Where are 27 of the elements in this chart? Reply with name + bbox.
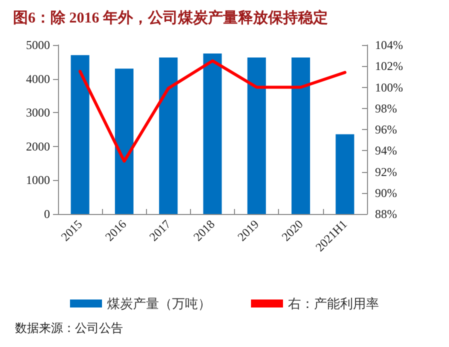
legend-label: 煤炭产量（万吨） <box>107 296 211 311</box>
bar <box>292 58 310 214</box>
y2-tick-label: 94% <box>375 144 397 158</box>
bar <box>114 68 134 214</box>
y2-tick-label: 96% <box>375 122 397 136</box>
y-tick-label: 3000 <box>26 106 50 120</box>
y-tick-label: 2000 <box>26 139 50 154</box>
y-tick-label: 0 <box>44 207 50 221</box>
y-tick-label: 4000 <box>26 72 50 86</box>
y2-tick-label: 90% <box>375 186 397 200</box>
y2-tick-label: 104% <box>375 38 403 52</box>
y-tick-label: 1000 <box>26 173 50 188</box>
legend-label: 右：产能利用率 <box>288 296 379 311</box>
y-tick-label: 5000 <box>26 38 50 52</box>
y2-tick-label: 102% <box>375 59 403 74</box>
chart-title: 图6：除 2016 年外，公司煤炭产量释放保持稳定 <box>13 8 328 26</box>
bar <box>70 55 90 214</box>
source-note: 数据来源：公司公告 <box>15 321 123 335</box>
bar <box>203 53 222 214</box>
y2-tick-label: 100% <box>375 80 403 94</box>
bar <box>247 58 266 214</box>
line-series <box>78 59 346 163</box>
y2-tick-label: 88% <box>375 207 397 221</box>
y2-tick-label: 98% <box>375 101 397 116</box>
bar <box>336 134 354 214</box>
bar <box>159 58 178 214</box>
y2-tick-label: 92% <box>375 164 397 179</box>
